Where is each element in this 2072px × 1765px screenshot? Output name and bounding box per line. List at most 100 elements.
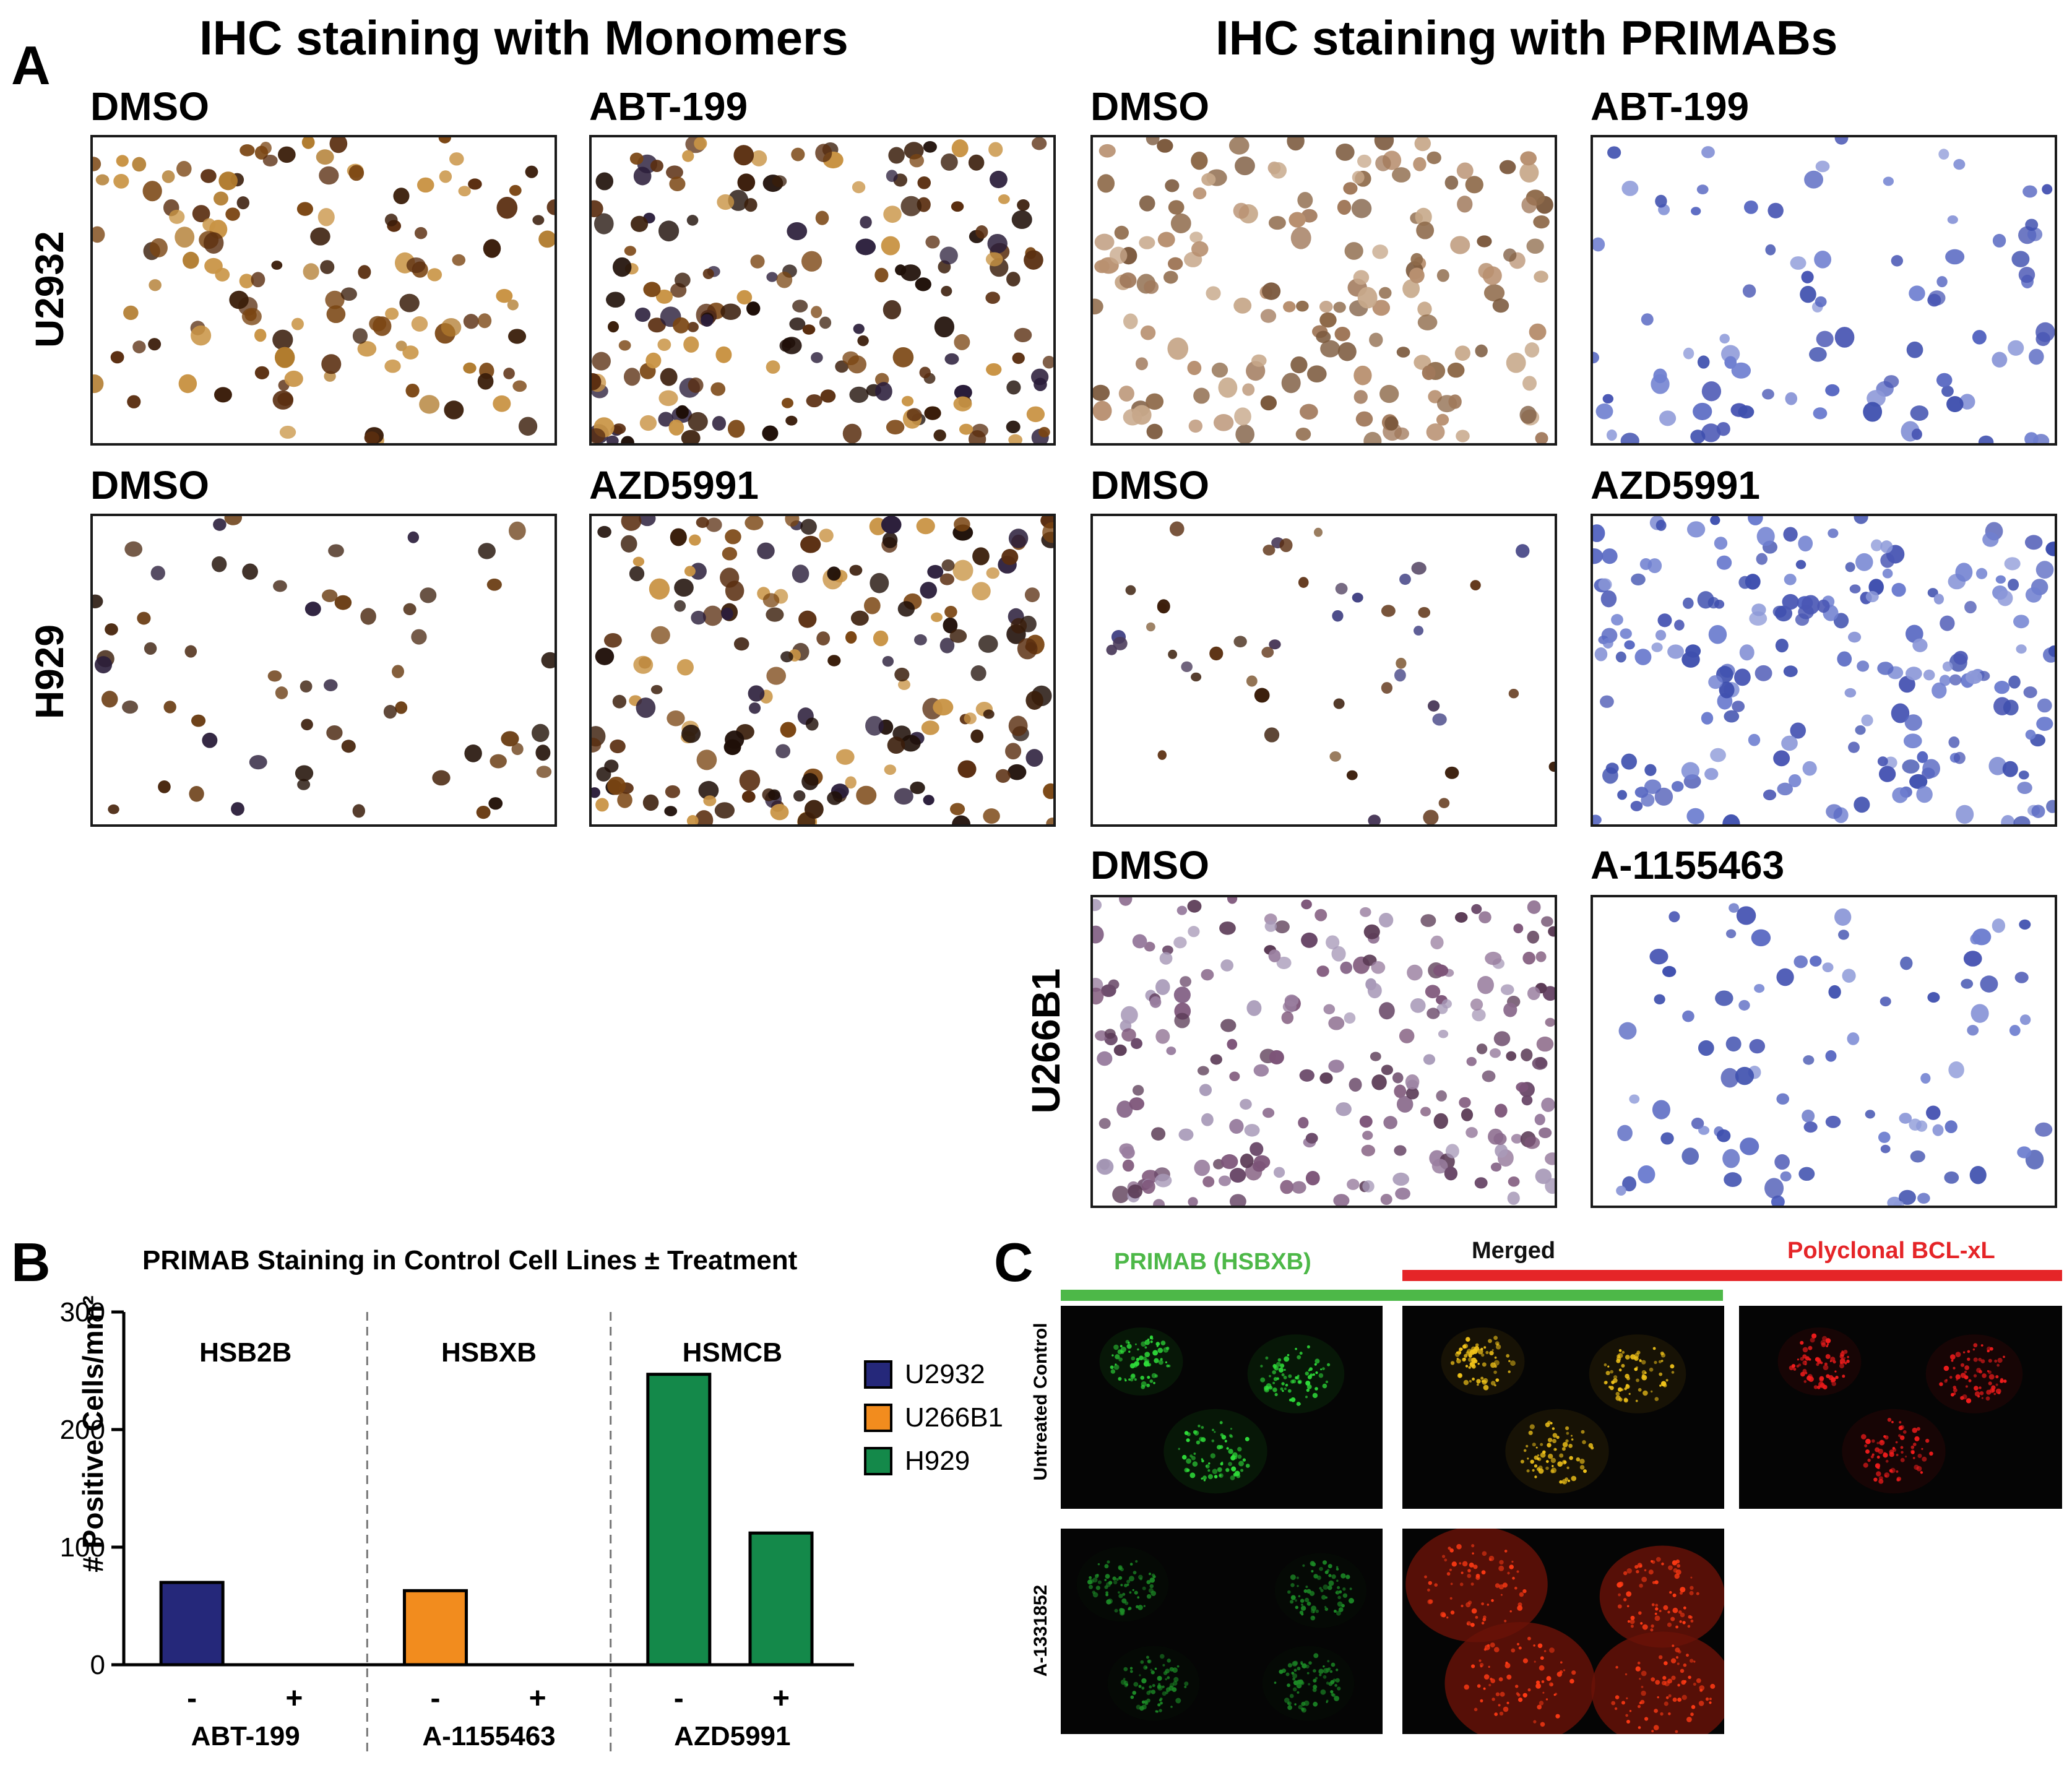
stained-cell: [441, 317, 462, 337]
fluorescent-speck: [1301, 1613, 1304, 1616]
stained-cell: [1418, 606, 1431, 618]
stained-cell: [1630, 801, 1643, 811]
stained-cell: [1780, 1171, 1792, 1182]
stained-cell: [737, 173, 756, 192]
stained-cell: [321, 354, 342, 374]
fluorescent-speck: [1154, 1667, 1157, 1670]
fluorescent-speck: [1634, 1564, 1639, 1569]
stained-cell: [1229, 1168, 1246, 1183]
fluorescent-speck: [1300, 1599, 1305, 1603]
stained-cell: [629, 152, 644, 165]
stained-cell: [827, 566, 841, 581]
fluorescent-speck: [1639, 1678, 1641, 1680]
fluorescent-speck: [1297, 1379, 1302, 1384]
stained-cell: [518, 416, 538, 436]
stained-cell: [1782, 593, 1799, 610]
fluorescent-speck: [1819, 1378, 1824, 1383]
fluorescent-speck: [1327, 1667, 1331, 1671]
fluorescent-speck: [1285, 1672, 1290, 1677]
stained-cell: [1899, 1189, 1916, 1205]
fluorescent-speck: [1867, 1458, 1871, 1462]
fluorescent-speck: [1136, 1605, 1139, 1608]
fluorescent-speck: [1141, 1678, 1147, 1684]
micrograph-u2932-dmso-monomer: [90, 135, 557, 446]
fluorescent-speck: [1319, 1587, 1322, 1590]
stained-cell: [1774, 605, 1793, 622]
row-label-untreated: Untreated Control: [1030, 1323, 1051, 1481]
stained-cell: [1815, 296, 1827, 308]
stained-cell: [541, 652, 555, 669]
stained-cell: [1838, 930, 1849, 940]
fluorescent-speck: [1651, 1730, 1654, 1733]
stained-cell: [702, 268, 714, 279]
fluorescent-speck: [1449, 1568, 1452, 1571]
fluorescent-speck: [1336, 1566, 1339, 1569]
fluorescent-speck: [1475, 1616, 1478, 1619]
stained-cell: [1861, 714, 1873, 727]
stained-cell: [1379, 1002, 1395, 1020]
stained-cell: [785, 516, 800, 527]
fluorescent-speck: [1149, 1584, 1154, 1589]
fluorescent-speck: [1184, 1467, 1189, 1473]
stained-cell: [1132, 934, 1147, 949]
group-antibody-label: HSB2B: [199, 1337, 291, 1368]
fluorescent-speck: [1481, 1621, 1485, 1625]
fluorescent-speck: [1675, 1730, 1678, 1733]
fluorescent-speck: [2003, 1355, 2005, 1358]
stained-cell: [1783, 527, 1798, 542]
fluorescent-speck: [1480, 1376, 1484, 1380]
fluorescent-speck: [1148, 1588, 1154, 1594]
fluorescent-speck: [1319, 1566, 1323, 1571]
stained-cell: [712, 416, 727, 431]
stained-cell: [291, 317, 304, 330]
stained-cell: [845, 631, 857, 644]
fluorescent-speck: [1473, 1564, 1478, 1569]
stained-cell: [384, 359, 401, 373]
stained-cell: [1516, 544, 1530, 558]
fluorescent-speck: [1974, 1386, 1979, 1391]
stained-cell: [1415, 207, 1432, 227]
fluorescent-speck: [1540, 1452, 1546, 1458]
fluorescent-speck: [1651, 1624, 1654, 1628]
stained-cell: [1436, 1090, 1447, 1102]
stained-cell: [1660, 1132, 1674, 1145]
stained-cell: [1964, 600, 1977, 614]
fluorescent-speck: [1301, 1707, 1305, 1711]
stained-cell: [682, 150, 694, 162]
fluorescent-speck: [1534, 1464, 1538, 1468]
fluorescent-speck: [1641, 1670, 1647, 1677]
stained-cell: [1445, 1144, 1459, 1159]
fluorescent-speck: [1274, 1681, 1277, 1684]
fluorescent-speck: [1493, 1336, 1498, 1340]
fluorescent-speck: [1920, 1471, 1923, 1474]
legend-item-u2932: U2932: [864, 1359, 985, 1390]
fluorescent-speck: [1295, 1347, 1297, 1350]
stained-cell: [894, 667, 910, 682]
stained-cell: [1978, 435, 1994, 443]
stained-cell: [847, 355, 867, 374]
stained-cell: [1639, 558, 1652, 571]
stained-cell: [2045, 542, 2055, 556]
stained-cell: [1880, 1144, 1891, 1154]
stained-cell: [1328, 1059, 1344, 1073]
stained-cell: [1193, 387, 1210, 404]
stained-cell: [1355, 411, 1373, 427]
stained-cell: [674, 578, 694, 597]
stained-cell: [1478, 911, 1491, 924]
stained-cell: [1529, 323, 1547, 340]
stained-cell: [1274, 920, 1290, 934]
fluorescent-speck: [1540, 1722, 1545, 1727]
stained-cell: [348, 165, 365, 181]
stained-cell: [1042, 355, 1053, 369]
stained-cell: [1716, 1129, 1731, 1142]
stained-cell: [1132, 1085, 1144, 1096]
stained-cell: [749, 702, 761, 714]
stained-cell: [1739, 644, 1755, 661]
fluorescent-speck: [1220, 1462, 1224, 1465]
fluorescent-speck: [1459, 1347, 1463, 1352]
stained-cell: [1343, 182, 1358, 195]
stained-cell: [703, 795, 717, 806]
fluorescent-speck: [1625, 1355, 1630, 1360]
fluorescent-speck: [1322, 1367, 1325, 1370]
stained-cell: [2022, 185, 2037, 198]
